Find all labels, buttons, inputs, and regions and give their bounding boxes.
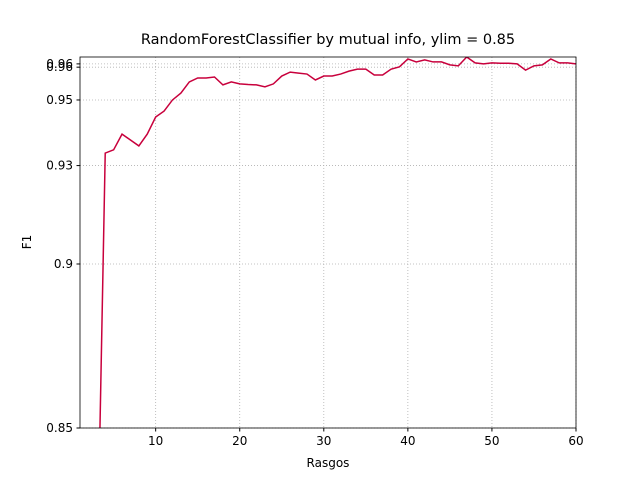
y-tick-label: 0.9 xyxy=(54,257,73,271)
y-tick-label: 0.96 xyxy=(46,60,73,74)
x-tick-label: 40 xyxy=(400,434,415,448)
y-tick-label: 0.96 xyxy=(46,57,73,71)
y-tick-label: 0.85 xyxy=(46,421,73,435)
x-tick-label: 20 xyxy=(232,434,247,448)
y-axis-label: F1 xyxy=(20,235,34,250)
y-tick-label: 0.93 xyxy=(46,159,73,173)
y-tick-label: 0.95 xyxy=(46,93,73,107)
data-line xyxy=(99,57,576,428)
x-tick-label: 50 xyxy=(484,434,499,448)
x-tick-label: 60 xyxy=(568,434,583,448)
chart-title: RandomForestClassifier by mutual info, y… xyxy=(141,32,515,48)
x-tick-label: 10 xyxy=(148,434,163,448)
x-axis-label: Rasgos xyxy=(307,456,350,470)
axes-frame xyxy=(79,56,577,429)
plot-area xyxy=(99,57,576,428)
x-tick-label: 30 xyxy=(316,434,331,448)
